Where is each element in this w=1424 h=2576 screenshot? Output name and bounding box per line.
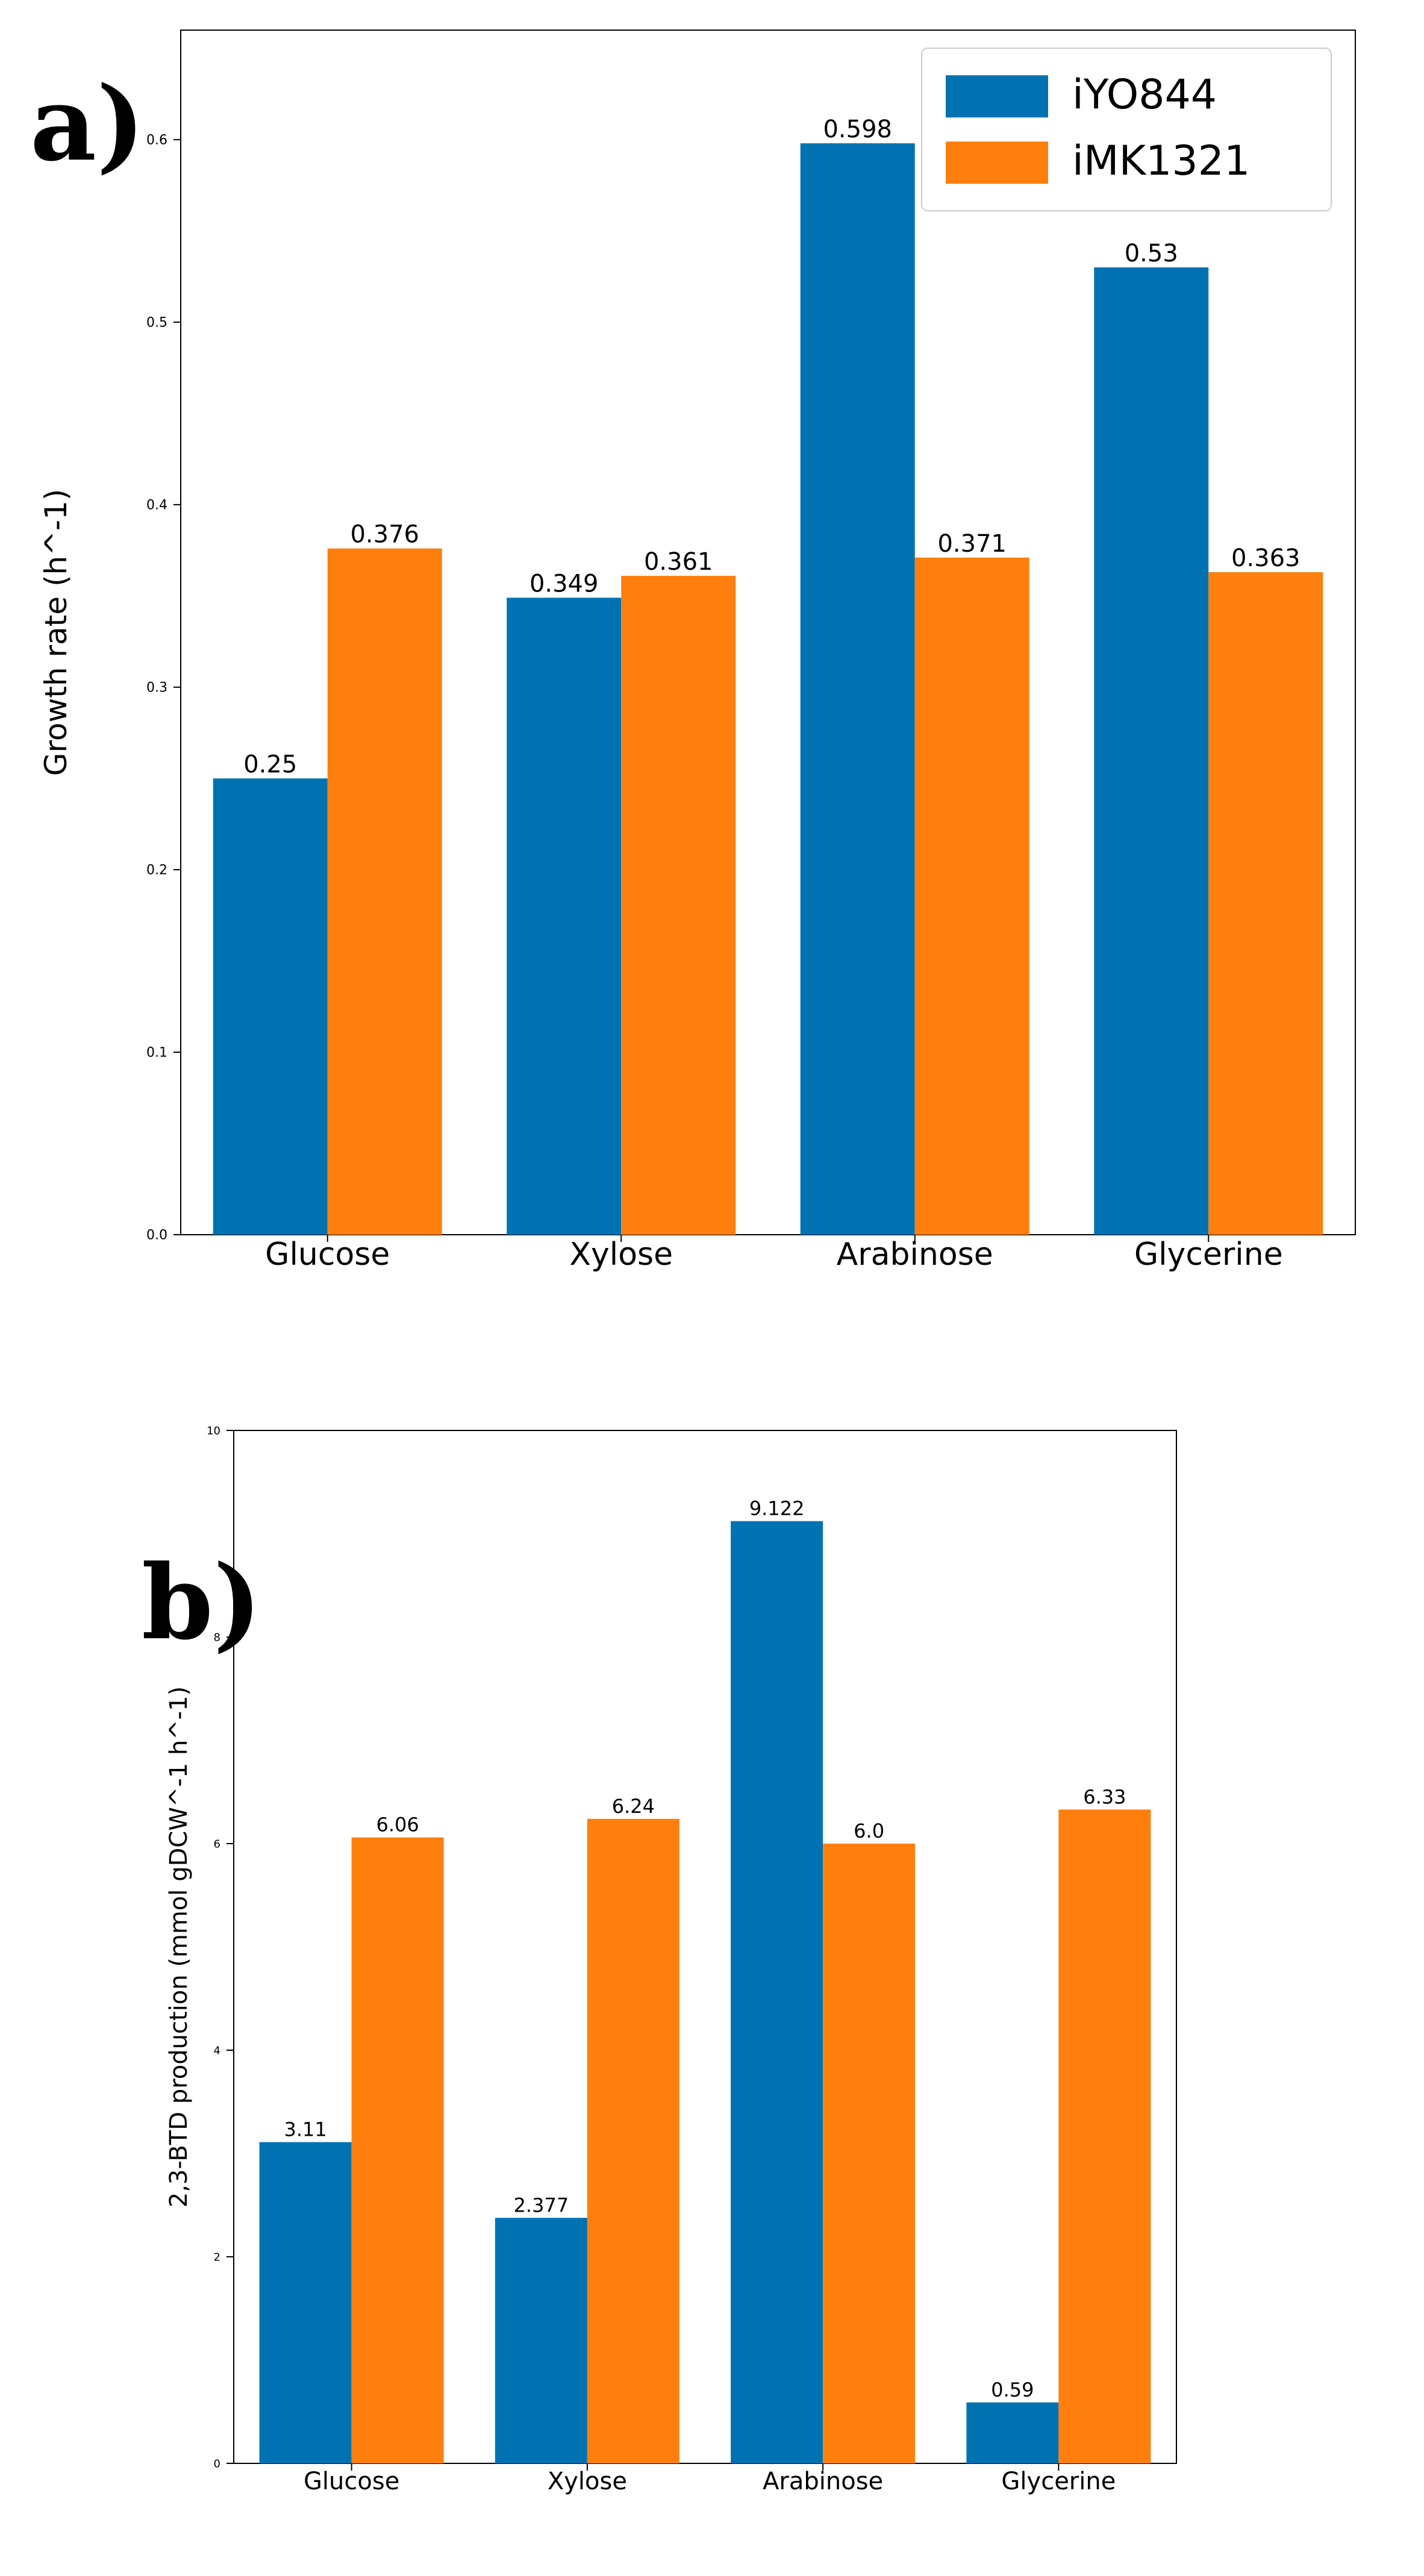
data-label-imk1321-glucose: 0.376 <box>350 521 419 549</box>
plot-frame <box>180 30 1356 1235</box>
bar-imk1321-glycerine <box>1058 1809 1151 2463</box>
x-tick-label-xylose: Xylose <box>569 1237 673 1273</box>
x-tick-label-xylose: Xylose <box>548 2468 627 2495</box>
plot-frame <box>233 1430 1177 2464</box>
legend-swatch-imk1321 <box>946 142 1048 184</box>
panel-label: b) <box>142 1542 261 1663</box>
bar-iyo844-xylose <box>495 2218 587 2463</box>
y-tick-label: 2 <box>214 2251 220 2263</box>
chart-2: 0 2 4 6 8 10 2,3-BTD production (mmol gDCW^-1 … <box>142 1424 1177 2495</box>
bar-imk1321-xylose <box>587 1818 679 2463</box>
y-tick-label: 10 <box>207 1424 220 1437</box>
data-label-imk1321-glycerine: 6.33 <box>1083 1785 1126 1808</box>
x-tick-label-arabinose: Arabinose <box>837 1237 993 1273</box>
data-label-iyo844-xylose: 2.377 <box>514 2194 569 2216</box>
panel-label: a) <box>30 64 145 184</box>
y-tick-label: 0 <box>214 2457 220 2470</box>
data-label-imk1321-arabinose: 6.0 <box>854 1820 884 1842</box>
bar-iyo844-glycerine <box>966 2402 1059 2463</box>
chart-1: 0.0 0.1 0.2 0.3 0.4 0.5 0.6 Growth rate (h^-1) G… <box>30 30 1356 1273</box>
bar-imk1321-glycerine <box>1208 572 1323 1235</box>
y-tick-label: 8 <box>214 1631 220 1644</box>
y-tick-label: 0.3 <box>146 681 167 696</box>
data-label-iyo844-xylose: 0.349 <box>529 570 599 597</box>
data-label-iyo844-glycerine: 0.53 <box>1125 240 1178 267</box>
x-tick-label-glucose: Glucose <box>265 1237 390 1273</box>
legend-swatch-iyo844 <box>946 75 1048 117</box>
bar-imk1321-arabinose <box>914 557 1029 1235</box>
data-label-iyo844-arabinose: 0.598 <box>823 116 892 143</box>
bar-iyo844-glucose <box>259 2142 352 2463</box>
y-tick-label: 0.6 <box>146 133 167 148</box>
bar-iyo844-glucose <box>213 778 328 1235</box>
data-label-iyo844-glucose: 0.25 <box>243 750 297 778</box>
data-label-imk1321-xylose: 6.24 <box>612 1795 655 1818</box>
data-label-imk1321-glucose: 6.06 <box>376 1813 419 1836</box>
y-tick-label: 0.0 <box>146 1228 167 1243</box>
y-axis-label: 2,3-BTD production (mmol gDCW^-1 h^-1) <box>165 1686 193 2208</box>
x-tick-label-glycerine: Glycerine <box>1001 2468 1116 2495</box>
data-label-imk1321-xylose: 0.361 <box>644 548 713 576</box>
bar-iyo844-xylose <box>507 597 622 1235</box>
data-label-imk1321-arabinose: 0.371 <box>937 530 1007 558</box>
x-tick-label-glycerine: Glycerine <box>1134 1237 1283 1273</box>
y-tick-label: 4 <box>214 2044 220 2057</box>
data-label-iyo844-glycerine: 0.59 <box>991 2378 1034 2401</box>
legend-label-iyo844: iYO844 <box>1072 71 1217 119</box>
legend-label-imk1321: iMK1321 <box>1072 137 1250 185</box>
bar-imk1321-xylose <box>621 576 736 1235</box>
legend: iYO844 iMK1321 <box>921 48 1332 211</box>
bar-iyo844-arabinose <box>800 143 915 1235</box>
data-label-iyo844-arabinose: 9.122 <box>749 1497 805 1520</box>
y-tick-label: 0.5 <box>146 316 167 331</box>
bar-imk1321-arabinose <box>823 1844 916 2463</box>
y-tick-label: 0.2 <box>146 863 167 878</box>
bar-imk1321-glucose <box>327 548 442 1235</box>
y-tick-label: 0.1 <box>146 1046 167 1061</box>
bar-imk1321-glucose <box>351 1837 444 2463</box>
y-tick-label: 0.4 <box>146 498 167 513</box>
data-label-imk1321-glycerine: 0.363 <box>1231 544 1301 572</box>
x-tick-label-arabinose: Arabinose <box>763 2468 883 2495</box>
bar-iyo844-glycerine <box>1094 267 1209 1235</box>
bar-iyo844-arabinose <box>731 1521 823 2463</box>
y-axis-label: Growth rate (h^-1) <box>39 489 73 776</box>
x-tick-label-glucose: Glucose <box>304 2468 399 2495</box>
data-label-iyo844-glucose: 3.11 <box>284 2118 327 2141</box>
y-tick-label: 6 <box>214 1838 220 1850</box>
